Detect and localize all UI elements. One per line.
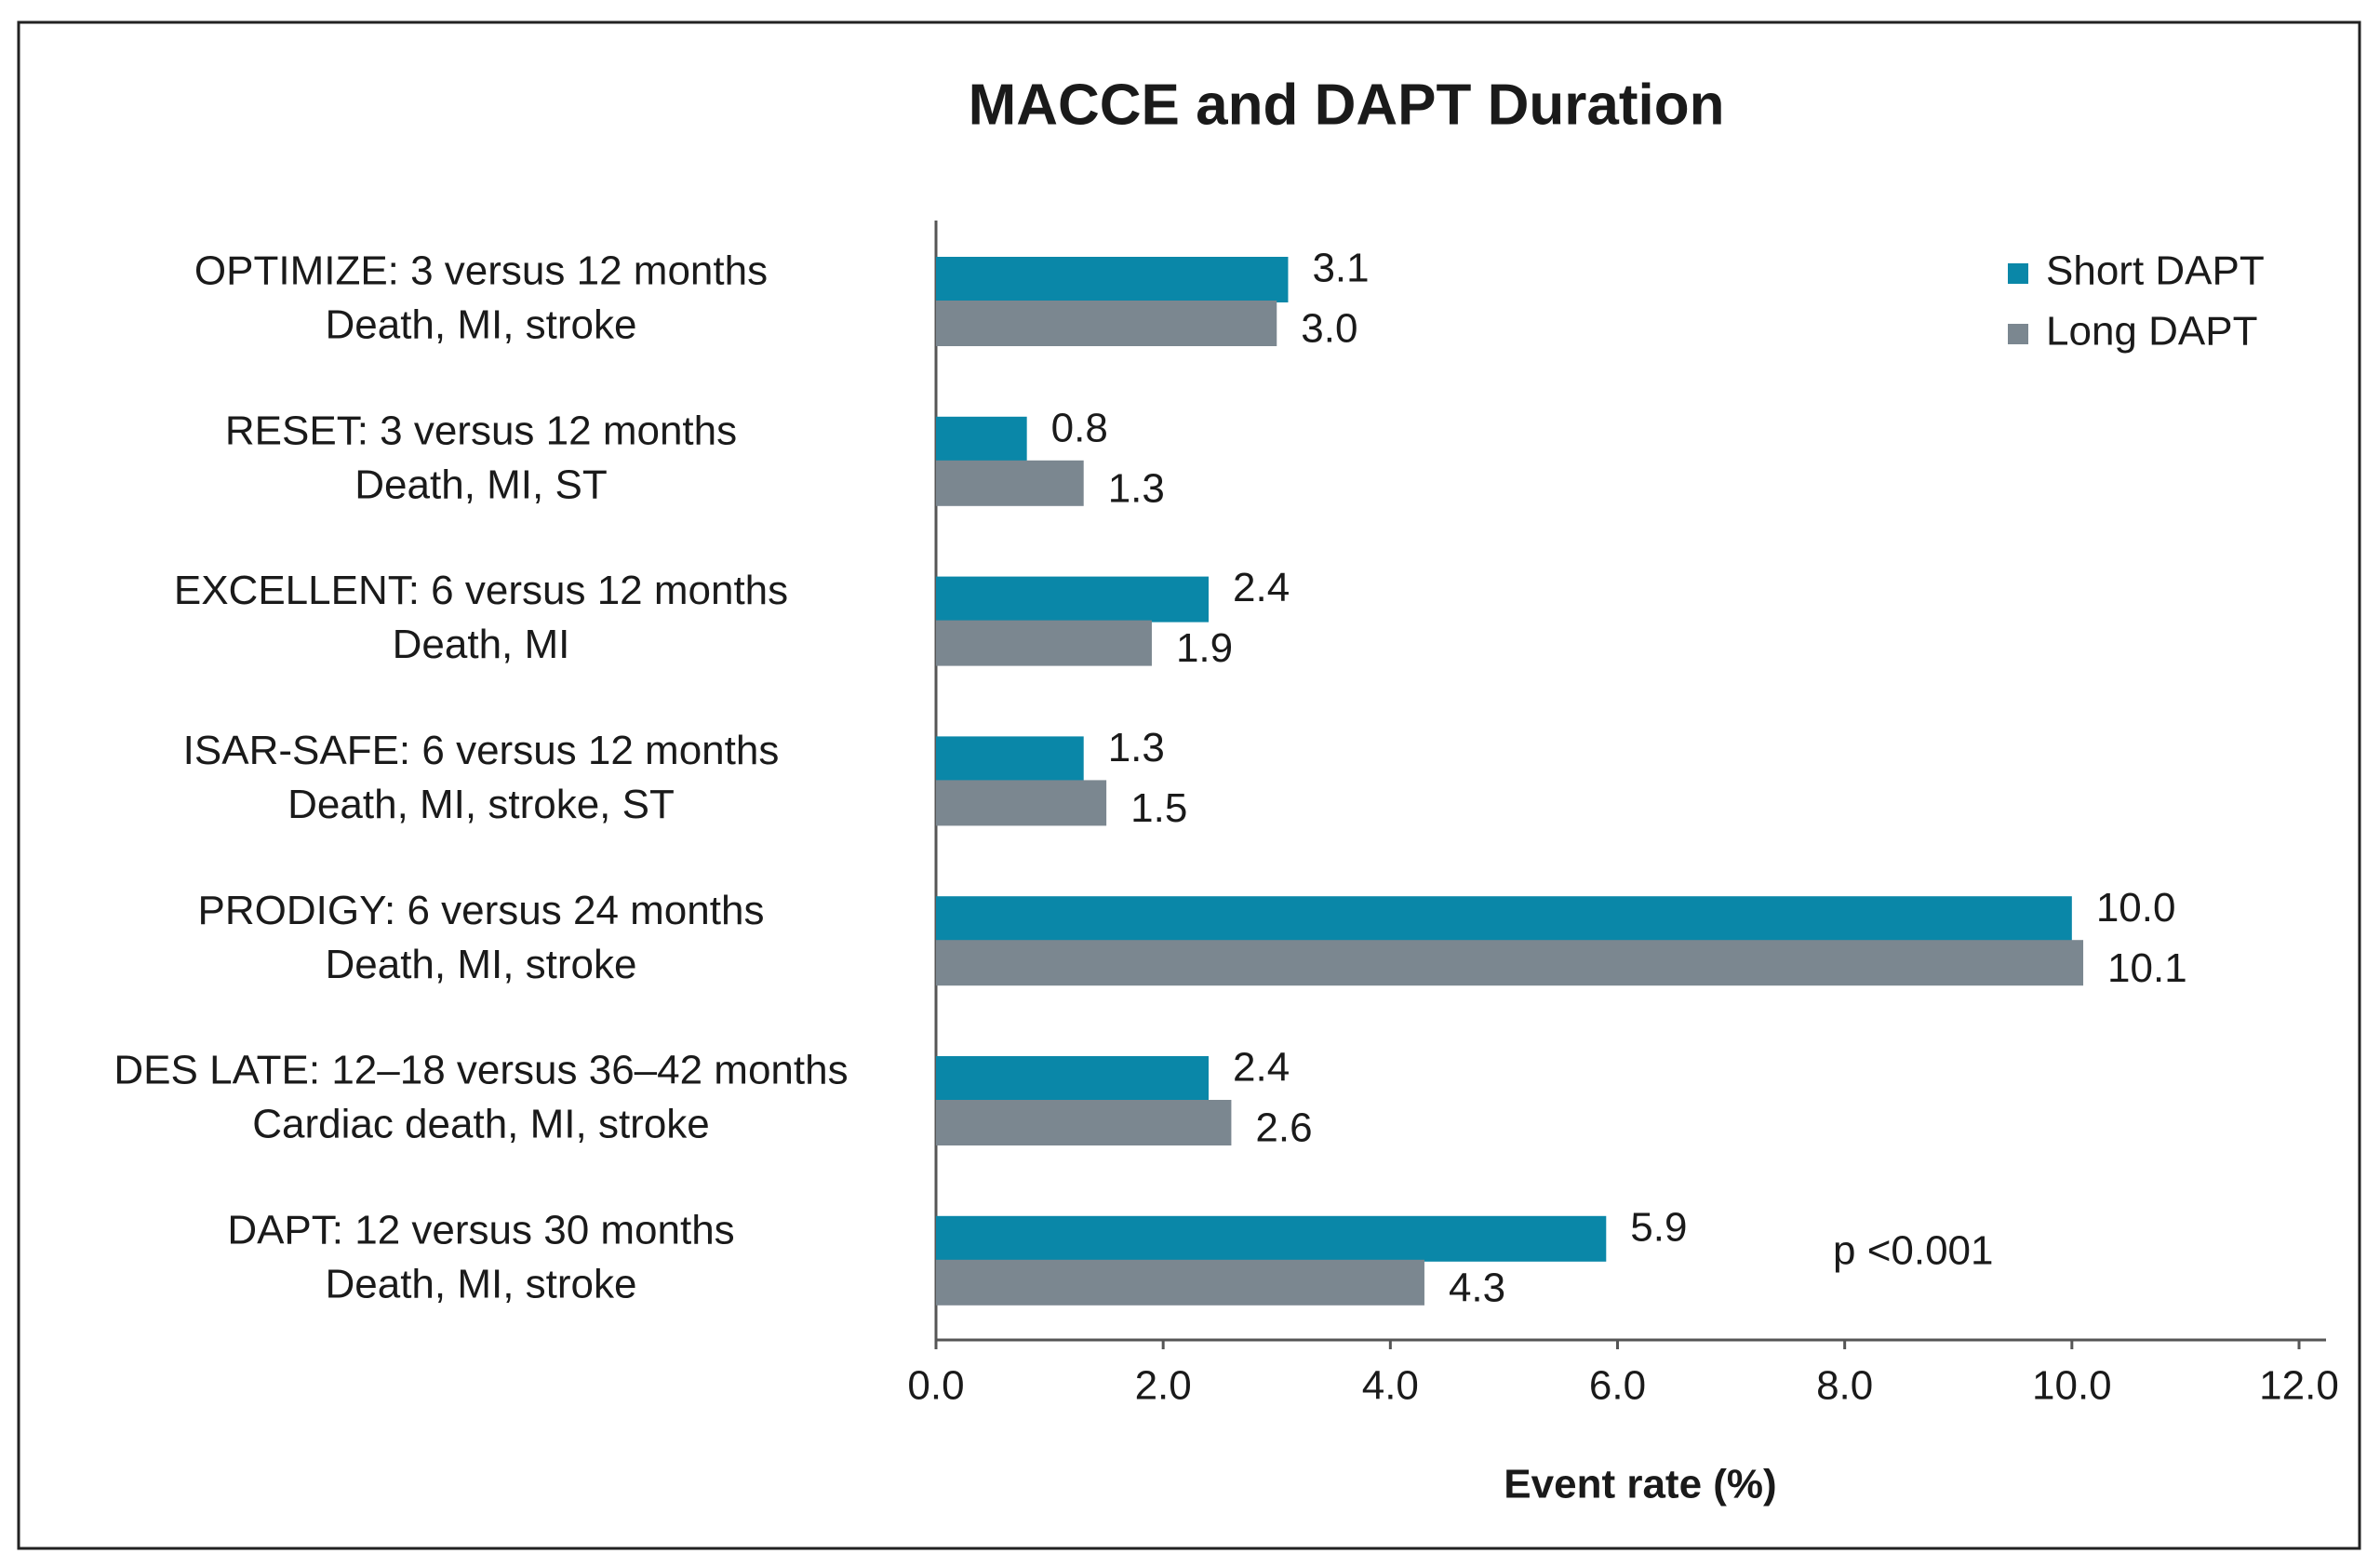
- legend-swatch: [2008, 263, 2028, 284]
- y-tick-label: DES LATE: 12–18 versus 36–42 months: [114, 1048, 848, 1093]
- x-tick-label: 2.0: [1135, 1363, 1192, 1409]
- y-tick-label: Death, MI, stroke: [325, 302, 636, 348]
- y-tick-label: EXCELLENT: 6 versus 12 months: [174, 568, 788, 613]
- y-tick-label: OPTIMIZE: 3 versus 12 months: [194, 248, 768, 294]
- bar: [936, 736, 1084, 783]
- x-tick-label: 8.0: [1816, 1363, 1873, 1409]
- value-label: 0.8: [1051, 405, 1108, 450]
- bar: [936, 576, 1209, 623]
- value-label: 1.5: [1130, 785, 1187, 831]
- value-label: 2.4: [1233, 565, 1290, 610]
- y-tick-label: PRODIGY: 6 versus 24 months: [198, 888, 765, 933]
- x-tick-label: 6.0: [1589, 1363, 1646, 1409]
- y-tick-label: RESET: 3 versus 12 months: [225, 408, 737, 453]
- value-label: 10.0: [2096, 885, 2176, 931]
- bar: [936, 1100, 1232, 1145]
- frame: [17, 20, 2361, 1550]
- value-label: 1.9: [1176, 625, 1233, 671]
- y-tick-label: Death, MI, stroke: [325, 1261, 636, 1306]
- bar: [936, 301, 1277, 346]
- value-label: 3.0: [1301, 306, 1357, 352]
- bar: [936, 940, 2084, 986]
- value-label: 1.3: [1108, 465, 1165, 511]
- bar: [936, 416, 1027, 462]
- bar: [936, 1215, 1607, 1262]
- y-tick-label: DAPT: 12 versus 30 months: [227, 1207, 734, 1252]
- x-tick-label: 0.0: [907, 1363, 964, 1409]
- chart-title: MACCE and DAPT Duration: [969, 73, 1725, 137]
- x-axis-label: Event rate (%): [1504, 1462, 1776, 1507]
- legend-label: Short DAPT: [2046, 248, 2265, 294]
- y-tick-label: Cardiac death, MI, stroke: [252, 1102, 710, 1147]
- value-label: 5.9: [1630, 1204, 1687, 1250]
- value-label: 4.3: [1449, 1265, 1505, 1310]
- value-label: 10.1: [2107, 945, 2187, 991]
- value-label: 1.3: [1108, 725, 1165, 770]
- y-tick-label: Death, MI, stroke: [325, 942, 636, 987]
- x-tick-label: 10.0: [2032, 1363, 2112, 1409]
- bar: [936, 257, 1289, 302]
- bar: [936, 780, 1107, 826]
- y-tick-label: Death, MI, ST: [354, 462, 607, 507]
- y-tick-label: Death, MI: [393, 622, 570, 667]
- bar: [936, 620, 1152, 666]
- value-label: 2.4: [1233, 1045, 1290, 1091]
- bar: [936, 1259, 1424, 1306]
- annotation: p <0.001: [1833, 1228, 1994, 1274]
- bar: [936, 896, 2072, 943]
- legend-swatch: [2008, 324, 2028, 344]
- legend-label: Long DAPT: [2046, 309, 2257, 355]
- bar: [936, 460, 1084, 506]
- bar: [936, 1056, 1209, 1102]
- value-label: 2.6: [1255, 1105, 1312, 1151]
- y-tick-label: ISAR-SAFE: 6 versus 12 months: [183, 728, 780, 773]
- x-tick-label: 4.0: [1362, 1363, 1419, 1409]
- y-tick-label: Death, MI, stroke, ST: [287, 782, 675, 827]
- value-label: 3.1: [1312, 246, 1369, 291]
- x-tick-label: 12.0: [2259, 1363, 2339, 1409]
